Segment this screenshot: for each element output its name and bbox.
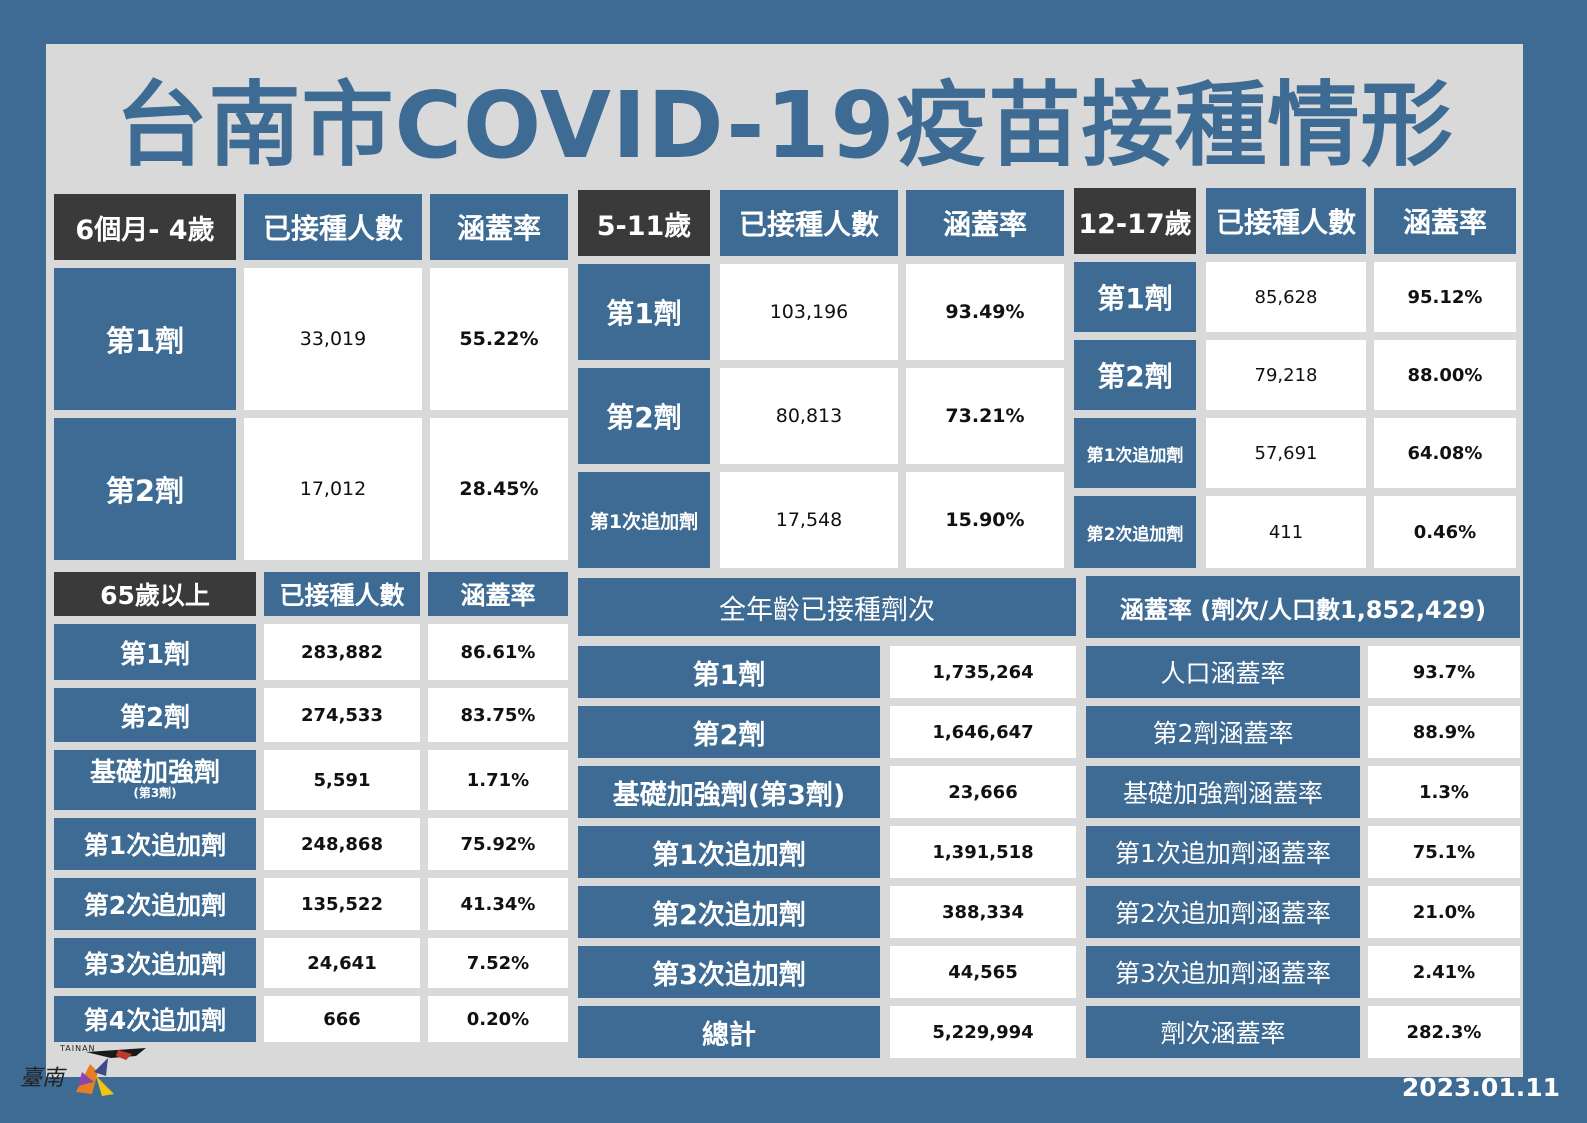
row-label-main: 基礎加強劑 [89, 758, 220, 789]
row-label: 第2劑 [578, 706, 880, 758]
count-header: 已接種人數 [720, 190, 898, 256]
coverage-value: 88.9% [1368, 706, 1520, 758]
count-cell: 5,591 [264, 750, 420, 810]
dose-value: 1,646,647 [890, 706, 1076, 758]
count-cell: 17,012 [244, 418, 422, 560]
row-label: 第1次追加劑 [1074, 418, 1196, 488]
rate-cell: 28.45% [430, 418, 568, 560]
rate-header: 涵蓋率 [430, 194, 568, 260]
page-title: 台南市COVID-19疫苗接種情形 [115, 72, 1454, 179]
row-label: 第1次追加劑涵蓋率 [1086, 826, 1360, 878]
logo-small-text: TAINAN [60, 1044, 96, 1053]
rate-cell: 0.20% [428, 996, 568, 1042]
rate-cell: 15.90% [906, 472, 1064, 568]
rate-header: 涵蓋率 [1374, 188, 1516, 254]
count-cell: 85,628 [1206, 262, 1366, 332]
age-group-header: 12-17歲 [1074, 188, 1196, 254]
logo-text: 臺南 [20, 1066, 65, 1091]
row-label: 第1劑 [54, 624, 256, 680]
coverage-value: 282.3% [1368, 1006, 1520, 1058]
row-label: 第3次追加劑 [54, 938, 256, 988]
coverage-header: 涵蓋率 (劑次/人口數1,852,429) [1086, 576, 1520, 638]
coverage-value: 2.41% [1368, 946, 1520, 998]
rate-cell: 86.61% [428, 624, 568, 680]
row-label: 第2次追加劑 [578, 886, 880, 938]
rate-cell: 55.22% [430, 268, 568, 410]
rate-cell: 88.00% [1374, 340, 1516, 410]
count-cell: 135,522 [264, 878, 420, 930]
row-label: 第2劑 [54, 688, 256, 742]
dose-value: 44,565 [890, 946, 1076, 998]
age-group-header: 5-11歲 [578, 190, 710, 256]
row-label: 第3次追加劑涵蓋率 [1086, 946, 1360, 998]
row-label-sub: (第3劑) [133, 786, 177, 801]
row-label: 第1次追加劑 [54, 818, 256, 870]
rate-cell: 93.49% [906, 264, 1064, 360]
count-cell: 79,218 [1206, 340, 1366, 410]
count-cell: 24,641 [264, 938, 420, 988]
rate-cell: 64.08% [1374, 418, 1516, 488]
row-label: 基礎加強劑(第3劑) [578, 766, 880, 818]
row-label: 劑次涵蓋率 [1086, 1006, 1360, 1058]
count-cell: 80,813 [720, 368, 898, 464]
rate-cell: 1.71% [428, 750, 568, 810]
rate-cell: 0.46% [1374, 496, 1516, 568]
coverage-value: 1.3% [1368, 766, 1520, 818]
dose-value: 5,229,994 [890, 1006, 1076, 1058]
count-cell: 57,691 [1206, 418, 1366, 488]
coverage-value: 93.7% [1368, 646, 1520, 698]
rate-cell: 41.34% [428, 878, 568, 930]
row-label: 第1劑 [1074, 262, 1196, 332]
age-group-header: 6個月- 4歲 [54, 194, 236, 260]
count-cell: 274,533 [264, 688, 420, 742]
count-cell: 103,196 [720, 264, 898, 360]
coverage-value: 75.1% [1368, 826, 1520, 878]
all-age-doses-header: 全年齡已接種劑次 [578, 578, 1076, 636]
count-cell: 33,019 [244, 268, 422, 410]
count-cell: 411 [1206, 496, 1366, 568]
row-label: 第1劑 [578, 646, 880, 698]
row-label: 第3次追加劑 [578, 946, 880, 998]
row-label: 第1劑 [578, 264, 710, 360]
dose-value: 23,666 [890, 766, 1076, 818]
dose-value: 388,334 [890, 886, 1076, 938]
row-label: 第2劑 [1074, 340, 1196, 410]
logo-emblem-icon [76, 1048, 146, 1096]
count-header: 已接種人數 [1206, 188, 1366, 254]
row-label: 基礎加強劑涵蓋率 [1086, 766, 1360, 818]
dose-value: 1,735,264 [890, 646, 1076, 698]
rate-cell: 83.75% [428, 688, 568, 742]
row-label: 第1次追加劑 [578, 472, 710, 568]
row-label: 第2劑 [54, 418, 236, 560]
dose-value: 1,391,518 [890, 826, 1076, 878]
rate-cell: 95.12% [1374, 262, 1516, 332]
count-cell: 17,548 [720, 472, 898, 568]
row-label: 第2次追加劑涵蓋率 [1086, 886, 1360, 938]
count-header: 已接種人數 [264, 572, 420, 616]
count-header: 已接種人數 [244, 194, 422, 260]
date-label: 2023.01.11 [1401, 1073, 1560, 1102]
count-cell: 248,868 [264, 818, 420, 870]
row-label: 第1次追加劑 [578, 826, 880, 878]
row-label: 總計 [578, 1006, 880, 1058]
row-label: 第2次追加劑 [54, 878, 256, 930]
age-group-header: 65歲以上 [54, 572, 256, 616]
rate-cell: 7.52% [428, 938, 568, 988]
rate-header: 涵蓋率 [428, 572, 568, 616]
row-label: 第2劑 [578, 368, 710, 464]
row-label: 第1劑 [54, 268, 236, 410]
row-label: 第2劑涵蓋率 [1086, 706, 1360, 758]
count-cell: 283,882 [264, 624, 420, 680]
rate-cell: 73.21% [906, 368, 1064, 464]
row-label: 人口涵蓋率 [1086, 646, 1360, 698]
count-cell: 666 [264, 996, 420, 1042]
row-label: 第4次追加劑 [54, 996, 256, 1042]
rate-cell: 75.92% [428, 818, 568, 870]
row-label: 基礎加強劑 (第3劑) [54, 750, 256, 810]
coverage-value: 21.0% [1368, 886, 1520, 938]
rate-header: 涵蓋率 [906, 190, 1064, 256]
row-label: 第2次追加劑 [1074, 496, 1196, 568]
tainan-logo: TAINAN 臺南 [16, 1042, 146, 1098]
